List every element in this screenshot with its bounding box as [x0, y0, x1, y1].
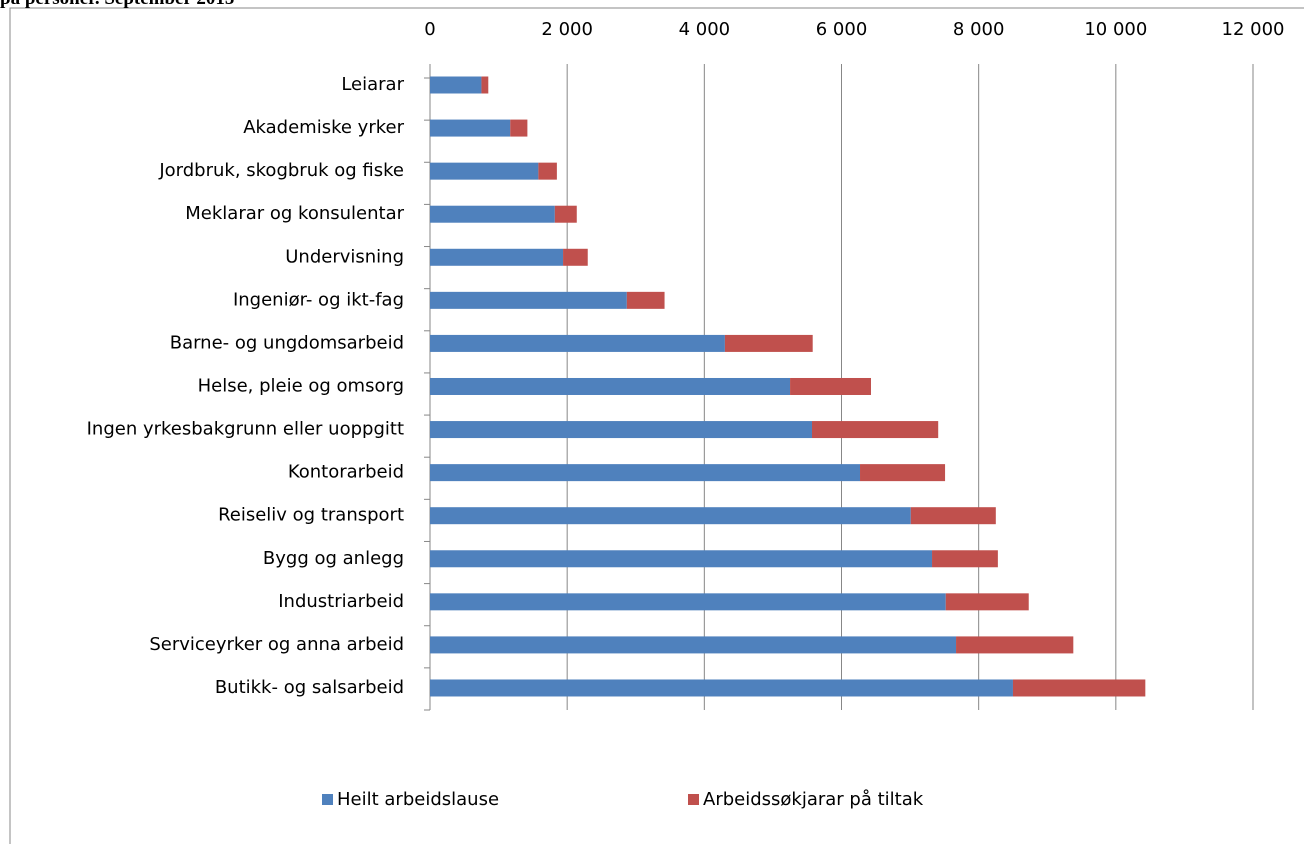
y-tick-label: Reiseliv og transport [218, 505, 404, 526]
x-tick-label: 12 000 [1222, 19, 1285, 40]
chart-frame [9, 7, 1304, 844]
x-tick-label: 0 [424, 19, 435, 40]
legend-label: Arbeidssøkjarar på tiltak [703, 789, 924, 810]
bar-segment [430, 205, 555, 223]
bar-segment [430, 76, 482, 94]
y-tick-label: Ingen yrkesbakgrunn eller uoppgitt [87, 419, 404, 440]
bar-segment [430, 421, 813, 439]
bar-segment [510, 119, 528, 137]
x-tick-label: 2 000 [541, 19, 593, 40]
legend-swatch [688, 794, 699, 805]
y-tick-label: Industriarbeid [278, 591, 404, 612]
y-tick-label: Kontorarbeid [288, 462, 404, 483]
y-tick-label: Akademiske yrker [243, 117, 404, 138]
y-tick-label: Serviceyrker og anna arbeid [149, 634, 404, 655]
bar-segment [430, 679, 1013, 697]
y-tick-label: Ingeniør- og ikt-fag [233, 289, 404, 310]
bar-segment [945, 593, 1029, 611]
x-tick-label: 8 000 [953, 19, 1005, 40]
y-tick-label: Undervisning [285, 246, 404, 267]
x-tick-label: 4 000 [679, 19, 731, 40]
bar-segment [1012, 679, 1146, 697]
y-tick-label: Jordbruk, skogbruk og fiske [158, 160, 404, 181]
bar-segment [910, 507, 996, 525]
bar-segment [956, 636, 1074, 654]
bar-segment [563, 248, 588, 266]
legend-swatch [322, 794, 333, 805]
bar-segment [724, 334, 813, 352]
bar-segment [430, 162, 539, 180]
bar-segment [430, 377, 791, 395]
y-tick-label: Helse, pleie og omsorg [198, 375, 404, 396]
bar-segment [812, 421, 939, 439]
y-tick-label: Bygg og anlegg [263, 548, 404, 569]
x-tick-label: 6 000 [816, 19, 868, 40]
bar-segment [430, 593, 946, 611]
bar-segment [626, 291, 665, 309]
bar-segment [430, 248, 564, 266]
bar-segment [430, 507, 911, 525]
bar-segment [430, 334, 725, 352]
y-tick-label: Butikk- og salsarbeid [215, 677, 404, 698]
bar-segment [430, 550, 933, 568]
x-tick-label: 10 000 [1084, 19, 1147, 40]
bar-segment [932, 550, 998, 568]
y-tick-label: Leiarar [341, 74, 404, 95]
legend-label: Heilt arbeidslause [337, 789, 499, 810]
bar-segment [790, 377, 871, 395]
y-tick-label: Meklarar og konsulentar [185, 203, 404, 224]
bar-segment [430, 636, 957, 654]
bar-segment [481, 76, 489, 94]
bar-segment [860, 464, 946, 482]
chart-title: på personer. September 2015 [0, 0, 234, 9]
bar-segment [430, 464, 861, 482]
bar-segment [538, 162, 557, 180]
bar-segment [430, 119, 511, 137]
bar-segment [554, 205, 577, 223]
y-tick-label: Barne- og ungdomsarbeid [170, 332, 404, 353]
bar-segment [430, 291, 627, 309]
